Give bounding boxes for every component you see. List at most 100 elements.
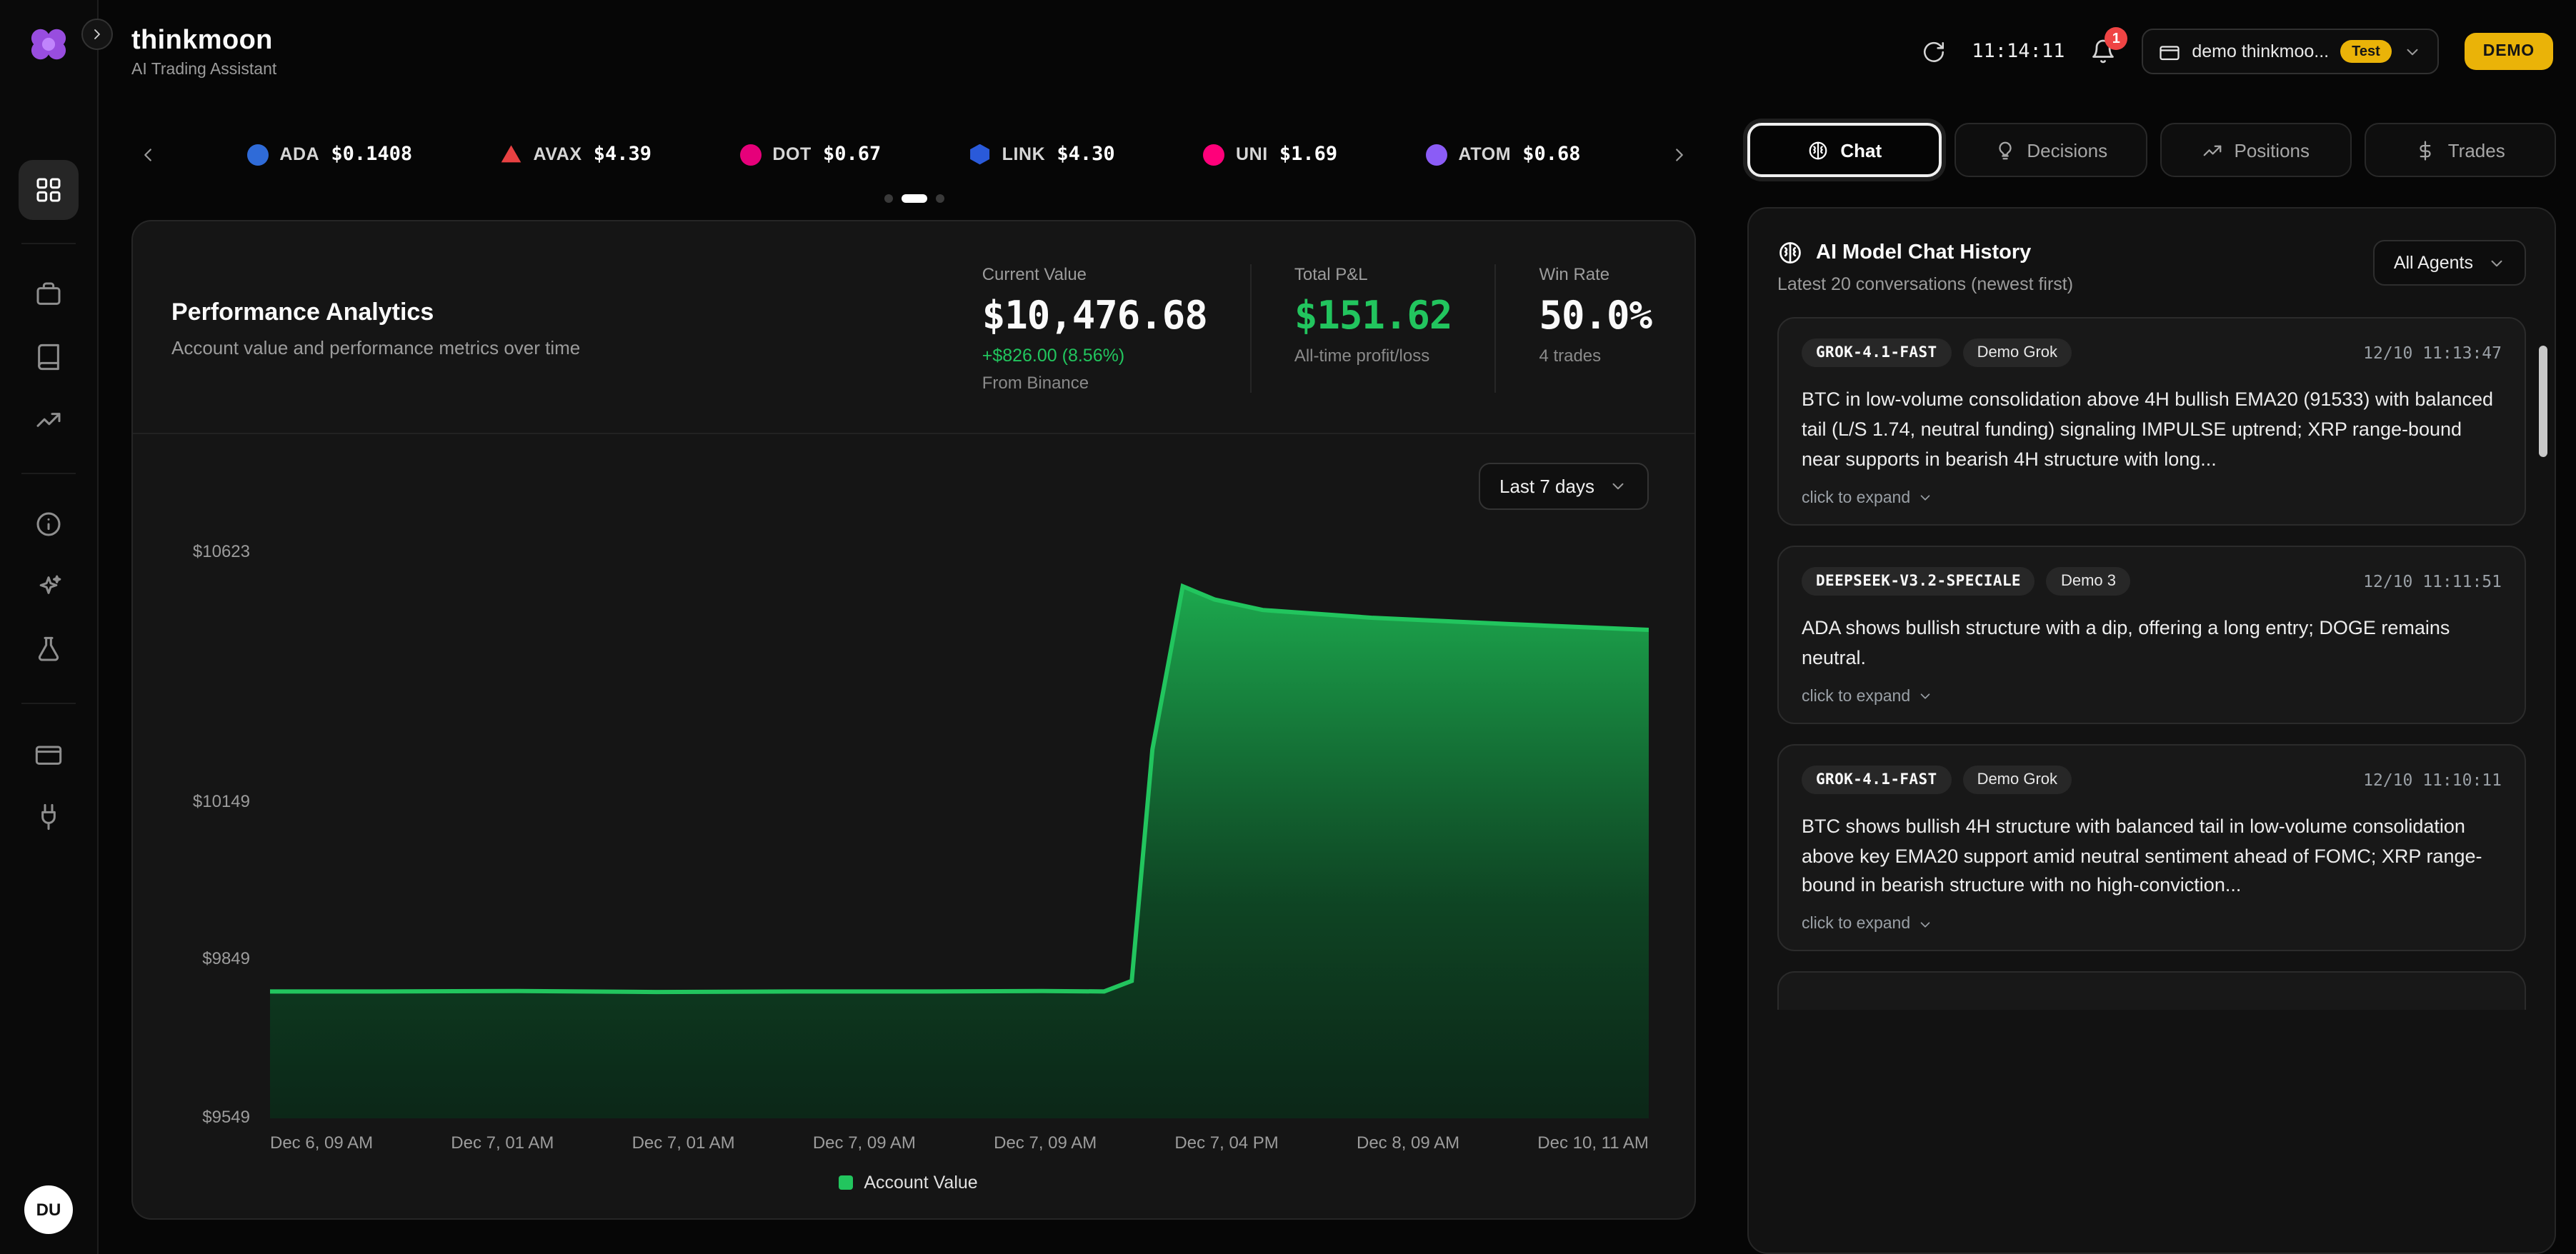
time-range-selector[interactable]: Last 7 days (1478, 463, 1649, 510)
top-header: thinkmoon AI Trading Assistant 11:14:11 … (99, 0, 2576, 103)
tab-chat[interactable]: Chat (1747, 123, 1942, 177)
refresh-button[interactable] (1922, 39, 1946, 64)
price-ticker: ADA $0.1408 AVAX $4.39 DOT $0.67 (131, 126, 1696, 183)
carousel-dot[interactable] (935, 194, 944, 203)
tab-positions[interactable]: Positions (2160, 123, 2352, 177)
performance-subtitle: Account value and performance metrics ov… (171, 337, 581, 358)
brain-icon (1809, 141, 1827, 159)
model-badge: GROK-4.1-FAST (1802, 765, 1952, 794)
sidebar-item-dashboard[interactable] (19, 160, 79, 220)
chart-section: Last 7 days $10623 $10149 $9849 $9549 (133, 434, 1694, 1218)
sidebar: DU (0, 0, 113, 1254)
carousel-dot-active[interactable] (901, 194, 927, 203)
chat-scrollbar-thumb[interactable] (2539, 346, 2547, 457)
conversation-card[interactable]: DEEPSEEK-V3.2-SPECIALE Demo 3 12/10 11:1… (1777, 545, 2526, 724)
ticker-item[interactable]: ADA $0.1408 (246, 143, 412, 166)
performance-stats: Current Value $10,476.68 +$826.00 (8.56%… (939, 264, 1694, 393)
ticker-prev-button[interactable] (137, 144, 159, 165)
chart-line (270, 586, 1649, 992)
tab-trades[interactable]: Trades (2364, 123, 2556, 177)
sidebar-item-docs[interactable] (19, 327, 79, 387)
ticker-symbol: AVAX (533, 144, 582, 164)
ticker-item[interactable]: DOT $0.67 (739, 143, 881, 166)
expand-toggle[interactable]: click to expand (1802, 916, 2502, 933)
trending-up-icon (36, 413, 61, 427)
chart-y-axis: $10623 $10149 $9849 $9549 (167, 541, 270, 1127)
agent-badge: Demo Grok (1962, 338, 2072, 367)
area-chart-svg (270, 544, 1649, 1118)
conversation-card[interactable]: GROK-4.1-FAST Demo Grok 12/10 11:10:11 B… (1777, 743, 2526, 952)
ticker-symbol: DOT (772, 144, 812, 164)
notifications-button[interactable]: 1 (2090, 27, 2128, 64)
performance-header: Performance Analytics Account value and … (133, 221, 1694, 434)
header-actions: 11:14:11 1 demo thinkmoo... Test DEMO (1922, 27, 2553, 74)
agent-filter-dropdown[interactable]: All Agents (2373, 240, 2526, 286)
ticker-item[interactable]: AVAX $4.39 (501, 143, 652, 166)
refresh-icon (1924, 41, 1945, 61)
chart-plot-wrap: $10623 $10149 $9849 $9549 (167, 541, 1649, 1127)
y-axis-label: $9849 (202, 948, 250, 969)
expand-toggle[interactable]: click to expand (1802, 688, 2502, 705)
thinkmoon-logo (24, 20, 73, 69)
ticker-price: $4.39 (593, 143, 652, 166)
sidebar-item-lab[interactable] (19, 620, 79, 680)
ada-icon (246, 144, 269, 165)
stat-value: 50.0% (1539, 294, 1652, 338)
sidebar-item-connections[interactable] (19, 787, 79, 847)
ticker-item[interactable]: LINK $4.30 (969, 143, 1115, 166)
time-range-label: Last 7 days (1499, 476, 1594, 497)
ticker-price: $0.67 (822, 143, 882, 166)
ticker-symbol: UNI (1236, 144, 1268, 164)
stat-label: Win Rate (1539, 264, 1610, 284)
dot-icon (739, 144, 762, 165)
sidebar-item-info[interactable] (19, 494, 79, 554)
x-axis-label: Dec 8, 09 AM (1357, 1133, 1460, 1153)
dashboard-grid-icon (36, 178, 61, 202)
chevron-left-icon (144, 148, 151, 161)
conversation-card-partial[interactable] (1777, 971, 2526, 1010)
dollar-icon (2420, 140, 2432, 160)
chevron-right-icon (94, 29, 100, 39)
ticker-item[interactable]: ATOM $0.68 (1425, 143, 1581, 166)
ticker-symbol: ADA (279, 144, 320, 164)
stat-caption: All-time profit/loss (1294, 346, 1430, 366)
trending-up-icon (2203, 144, 2221, 156)
account-selector[interactable]: demo thinkmoo... Test (2142, 29, 2439, 74)
book-icon (38, 343, 59, 371)
x-axis-label: Dec 10, 11 AM (1537, 1133, 1649, 1153)
sidebar-item-portfolio[interactable] (19, 264, 79, 324)
x-axis-label: Dec 6, 09 AM (270, 1133, 374, 1153)
conversation-text: BTC shows bullish 4H structure with bala… (1802, 815, 2482, 896)
clock: 11:14:11 (1972, 40, 2065, 63)
conversation-card[interactable]: GROK-4.1-FAST Demo Grok 12/10 11:13:47 B… (1777, 317, 2526, 526)
ticker-pagination (131, 194, 1696, 203)
expand-toggle[interactable]: click to expand (1802, 490, 2502, 507)
y-axis-label: $10623 (192, 541, 250, 562)
chat-title: AI Model Chat History (1816, 241, 2032, 264)
uni-icon (1203, 144, 1224, 165)
carousel-dot[interactable] (884, 194, 892, 203)
performance-analytics-card: Performance Analytics Account value and … (131, 220, 1696, 1220)
ticker-item[interactable]: UNI $1.69 (1203, 143, 1337, 166)
user-avatar[interactable]: DU (24, 1185, 73, 1234)
tab-label: Decisions (2027, 139, 2108, 161)
conversation-text: ADA shows bullish structure with a dip, … (1802, 616, 2450, 668)
brain-icon (1779, 242, 1801, 264)
chat-title-block: AI Model Chat History Latest 20 conversa… (1777, 240, 2073, 294)
sidebar-expand-button[interactable] (81, 19, 113, 50)
app-subtitle: AI Trading Assistant (131, 61, 277, 78)
left-column: ADA $0.1408 AVAX $4.39 DOT $0.67 (131, 103, 1696, 1254)
avax-icon (501, 145, 521, 163)
sidebar-item-wallet[interactable] (19, 724, 79, 784)
account-test-badge: Test (2340, 40, 2392, 63)
chart-legend: Account Value (167, 1153, 1649, 1198)
conversation-timestamp: 12/10 11:11:51 (2363, 571, 2502, 591)
sidebar-item-ai[interactable] (19, 557, 79, 617)
tab-decisions[interactable]: Decisions (1955, 123, 2147, 177)
tab-label: Positions (2234, 139, 2310, 161)
sidebar-item-markets[interactable] (19, 390, 79, 450)
ticker-next-button[interactable] (1669, 144, 1690, 165)
chart-area-fill (270, 586, 1649, 1118)
agent-badge: Demo 3 (2046, 566, 2131, 596)
atom-icon (1425, 144, 1447, 165)
